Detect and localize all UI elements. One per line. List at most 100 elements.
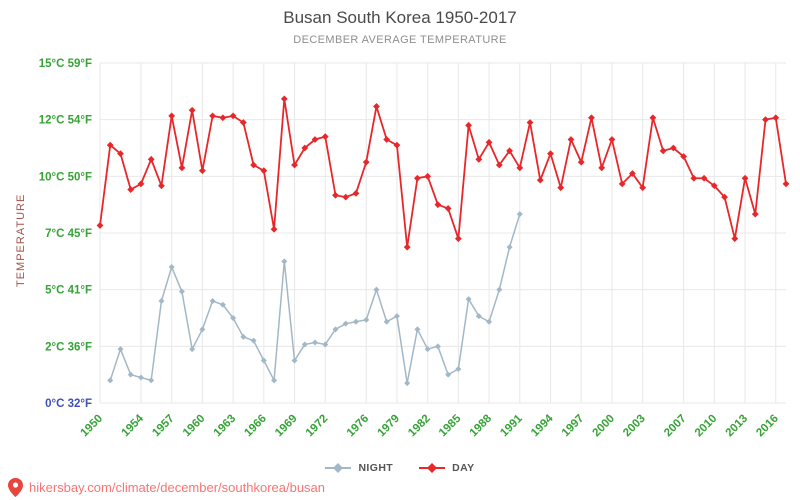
day-data-point <box>454 235 462 243</box>
day-data-point <box>311 136 319 143</box>
day-data-point <box>577 158 585 166</box>
night-data-point <box>516 211 523 218</box>
night-data-point <box>352 318 359 325</box>
day-data-point <box>741 174 749 182</box>
night-data-point <box>219 301 226 308</box>
legend-item-day[interactable]: DAY <box>419 462 474 474</box>
x-tick-label: 1957 <box>150 413 177 440</box>
night-data-point <box>301 341 308 348</box>
night-data-point <box>424 346 431 353</box>
location-pin-icon <box>8 478 23 497</box>
day-data-point <box>485 138 493 146</box>
day-data-point <box>127 186 135 193</box>
day-data-point <box>147 155 155 163</box>
day-data-point <box>762 116 769 124</box>
day-data-point <box>362 158 370 166</box>
day-data-point <box>669 144 677 152</box>
night-data-point <box>240 333 247 340</box>
day-data-point <box>547 150 554 158</box>
y-tick-label: 7°C 45°F <box>45 228 92 240</box>
day-data-point <box>301 144 309 152</box>
x-tick-label: 1979 <box>375 413 402 440</box>
night-data-point <box>475 313 482 320</box>
x-tick-label: 2010 <box>693 413 720 440</box>
night-data-point <box>332 326 339 333</box>
day-data-point <box>649 114 657 122</box>
day-data-point <box>117 150 124 158</box>
x-tick-label: 2000 <box>590 413 617 440</box>
day-data-point <box>680 153 688 160</box>
y-tick-label: 5°C 41°F <box>45 285 92 297</box>
night-data-point <box>127 371 134 378</box>
legend-item-night[interactable]: NIGHT <box>325 462 393 474</box>
day-data-point <box>465 121 472 129</box>
night-data-point <box>322 341 329 348</box>
day-data-point <box>352 189 360 197</box>
day-data-point <box>598 164 606 172</box>
page-subtitle: DECEMBER AVERAGE TEMPERATURE <box>293 34 507 46</box>
day-data-point <box>198 167 206 175</box>
day-data-point <box>332 191 339 199</box>
day-data-point <box>608 136 616 143</box>
y-tick-label: 2°C 36°F <box>45 341 92 353</box>
y-tick-label: 10°C 50°F <box>39 171 92 183</box>
day-data-point <box>690 174 698 182</box>
page-title: Busan South Korea 1950-2017 <box>283 8 517 27</box>
day-data-point <box>618 180 626 188</box>
day-data-point <box>219 114 227 122</box>
day-data-point <box>721 193 728 201</box>
day-data-point <box>250 161 257 169</box>
day-data-point <box>270 225 278 233</box>
day-data-point <box>700 174 708 182</box>
y-tick-label: 12°C 54°F <box>39 115 92 127</box>
y-tick-label: 15°C 59°F <box>39 58 92 70</box>
night-data-point <box>506 244 513 251</box>
night-data-point <box>373 286 380 293</box>
day-data-point <box>403 243 411 251</box>
day-data-point <box>495 161 503 169</box>
night-data-point <box>363 316 370 323</box>
day-data-point <box>434 201 442 209</box>
day-data-point <box>567 136 575 143</box>
night-data-point <box>260 357 267 364</box>
night-data-point <box>158 298 165 304</box>
day-data-point <box>751 210 759 218</box>
night-data-point <box>342 320 349 327</box>
page-footer: hikersbay.com/climate/december/southkore… <box>8 478 325 497</box>
night-data-point <box>496 286 503 293</box>
night-data-point <box>199 326 206 333</box>
footer-link[interactable]: hikersbay.com/climate/december/southkore… <box>29 480 326 495</box>
day-data-point <box>106 141 114 149</box>
day-data-point <box>280 95 288 103</box>
day-data-point <box>782 180 790 188</box>
night-data-point <box>148 377 155 384</box>
y-tick-label: 0°C 32°F <box>45 398 92 410</box>
x-tick-label: 1954 <box>119 412 146 439</box>
x-tick-label: 1985 <box>437 412 464 439</box>
day-data-point <box>137 180 145 188</box>
night-data-point <box>117 346 124 353</box>
day-data-point <box>209 112 217 120</box>
night-data-point <box>107 377 114 384</box>
day-data-point <box>239 119 247 126</box>
night-data-point <box>250 337 257 344</box>
day-data-point <box>639 184 647 192</box>
day-data-point <box>96 222 104 229</box>
day-data-point <box>557 184 565 192</box>
x-tick-label: 1988 <box>468 412 495 439</box>
day-data-point <box>168 112 176 120</box>
day-data-point <box>383 136 391 143</box>
day-data-point <box>291 161 298 169</box>
day-data-point <box>342 193 350 201</box>
night-data-point <box>281 258 288 265</box>
day-data-point <box>414 174 421 182</box>
x-tick-label: 1982 <box>406 413 433 440</box>
day-data-point <box>444 205 452 212</box>
day-data-point <box>588 114 595 122</box>
day-data-point <box>188 106 196 114</box>
day-data-point <box>178 164 186 172</box>
day-data-point <box>710 182 718 190</box>
day-data-point <box>659 147 667 155</box>
